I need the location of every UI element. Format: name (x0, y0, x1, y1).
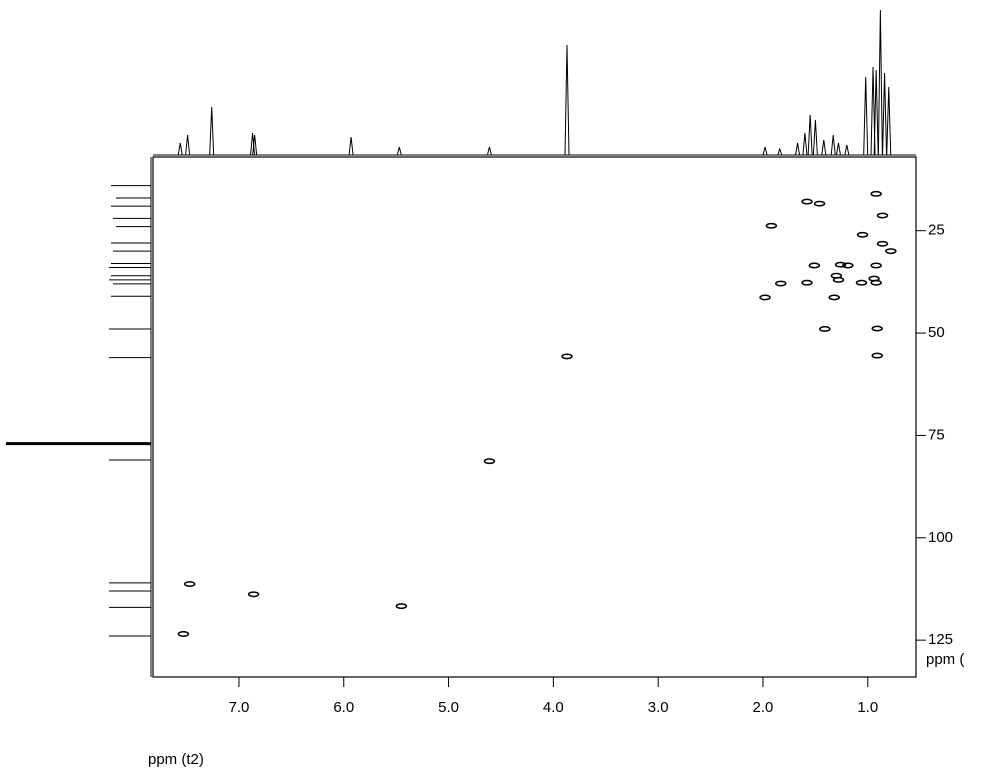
f2-peak (807, 114, 813, 156)
f2-peak (564, 44, 570, 156)
f2-peak (762, 146, 768, 156)
y-tick-label: 100 (928, 529, 953, 546)
x-tick-label: 4.0 (543, 699, 564, 716)
f2-peak (863, 76, 869, 156)
cross-peak (870, 262, 882, 269)
y-axis-label: ppm ( (926, 651, 964, 668)
cross-peak (801, 279, 813, 286)
f2-peak (185, 134, 191, 156)
cross-peak (885, 248, 897, 255)
x-tick-label: 2.0 (753, 699, 774, 716)
cross-peak (871, 325, 883, 332)
y-tick-label: 50 (928, 324, 945, 341)
x-tick-label: 6.0 (333, 699, 354, 716)
f2-peak (396, 146, 402, 156)
f2-peak (802, 132, 808, 156)
cross-peak (759, 294, 771, 301)
f2-peak (844, 144, 850, 156)
cross-peak (813, 200, 826, 207)
f2-peak (795, 142, 801, 156)
cross-peak (483, 458, 496, 465)
f2-peak (177, 142, 183, 156)
cross-peak (395, 603, 408, 610)
cross-peak (828, 294, 840, 301)
cross-peak (819, 326, 831, 332)
plot-frame (152, 156, 917, 678)
cross-peak (765, 222, 778, 229)
f2-peak (348, 136, 354, 156)
cross-peak (247, 591, 260, 598)
y-tick-label: 125 (928, 631, 953, 648)
x-tick-label: 3.0 (648, 699, 669, 716)
f2-peak (486, 146, 492, 156)
x-tick-label: 1.0 (857, 699, 878, 716)
y-tick-label: 75 (928, 426, 945, 443)
x-axis-label: ppm (t2) (148, 751, 204, 768)
cross-peak (856, 231, 869, 238)
y-tick-label: 25 (928, 222, 945, 239)
f2-peak (830, 134, 836, 156)
cross-peak (775, 280, 787, 287)
f2-peak (252, 134, 258, 156)
cross-peak (561, 353, 573, 360)
x-tick-label: 5.0 (438, 699, 459, 716)
f2-peak (835, 142, 841, 156)
f2-peak (209, 106, 215, 156)
f2-peak (873, 69, 879, 156)
cross-peak (801, 198, 813, 205)
cross-peak (876, 240, 889, 247)
cross-peak (855, 279, 868, 286)
f2-peak (886, 86, 892, 156)
cross-peak (177, 631, 190, 637)
f2-peak (250, 132, 256, 156)
cross-peak (870, 190, 882, 197)
cross-peak (876, 212, 889, 219)
cross-peak (842, 262, 854, 269)
f2-peak (821, 139, 827, 156)
f2-peak (812, 119, 818, 156)
cross-peak (832, 276, 845, 283)
cross-peak (834, 261, 847, 268)
cross-peak (870, 279, 882, 286)
cross-peak (183, 581, 196, 588)
x-tick-label: 7.0 (229, 699, 250, 716)
cross-peak (871, 352, 883, 359)
f2-peak (870, 66, 876, 156)
f2-peak (882, 72, 888, 156)
cross-peak (808, 262, 821, 269)
f2-peak (877, 9, 883, 156)
f2-peak (777, 147, 783, 156)
